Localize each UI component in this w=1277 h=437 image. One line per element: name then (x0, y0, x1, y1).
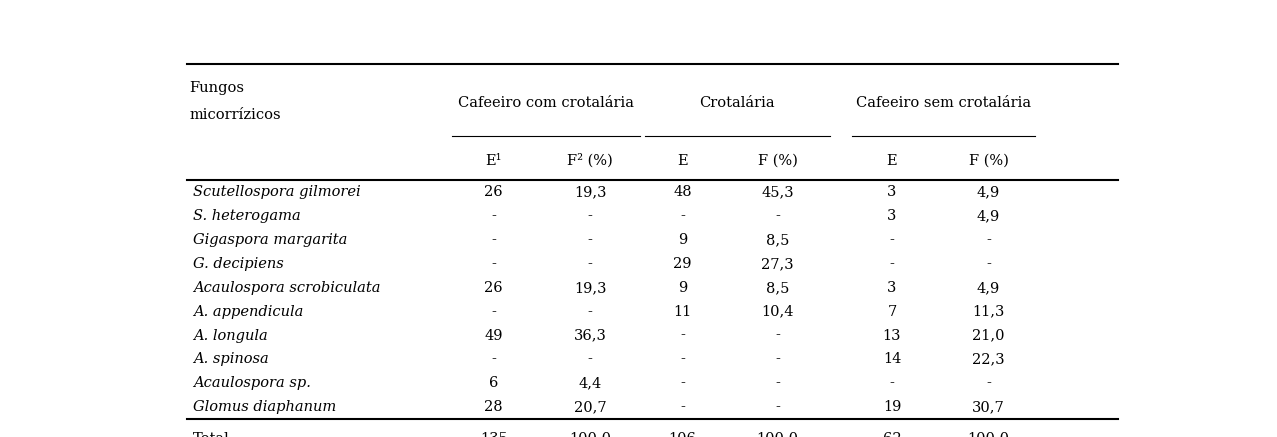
Text: 4,9: 4,9 (977, 209, 1000, 223)
Text: -: - (775, 400, 780, 414)
Text: Gigaspora margarita: Gigaspora margarita (193, 233, 347, 247)
Text: 4,4: 4,4 (578, 376, 601, 390)
Text: 9: 9 (678, 233, 687, 247)
Text: -: - (492, 233, 495, 247)
Text: -: - (681, 209, 684, 223)
Text: -: - (681, 376, 684, 390)
Text: 8,5: 8,5 (766, 233, 789, 247)
Text: Cafeeiro com crotalária: Cafeeiro com crotalária (457, 96, 633, 110)
Text: -: - (587, 305, 593, 319)
Text: F (%): F (%) (757, 154, 798, 168)
Text: 49: 49 (484, 329, 503, 343)
Text: -: - (492, 257, 495, 271)
Text: 30,7: 30,7 (972, 400, 1005, 414)
Text: E: E (677, 154, 688, 168)
Text: 19,3: 19,3 (573, 185, 607, 199)
Text: 20,7: 20,7 (573, 400, 607, 414)
Text: -: - (775, 376, 780, 390)
Text: Scutellospora gilmorei: Scutellospora gilmorei (193, 185, 361, 199)
Text: 9: 9 (678, 281, 687, 295)
Text: -: - (986, 233, 991, 247)
Text: -: - (775, 329, 780, 343)
Text: 48: 48 (673, 185, 692, 199)
Text: -: - (492, 353, 495, 367)
Text: 26: 26 (484, 281, 503, 295)
Text: 11: 11 (673, 305, 692, 319)
Text: Crotalária: Crotalária (700, 96, 775, 110)
Text: Total: Total (193, 432, 230, 437)
Text: -: - (775, 209, 780, 223)
Text: 19,3: 19,3 (573, 281, 607, 295)
Text: 100,0: 100,0 (757, 432, 798, 437)
Text: -: - (587, 257, 593, 271)
Text: 6: 6 (489, 376, 498, 390)
Text: 3: 3 (888, 185, 896, 199)
Text: -: - (986, 376, 991, 390)
Text: 7: 7 (888, 305, 896, 319)
Text: -: - (681, 329, 684, 343)
Text: Cafeeiro sem crotalária: Cafeeiro sem crotalária (857, 96, 1032, 110)
Text: 27,3: 27,3 (761, 257, 794, 271)
Text: -: - (587, 233, 593, 247)
Text: 100,0: 100,0 (570, 432, 612, 437)
Text: -: - (775, 353, 780, 367)
Text: Glomus diaphanum: Glomus diaphanum (193, 400, 337, 414)
Text: 3: 3 (888, 209, 896, 223)
Text: 19: 19 (882, 400, 902, 414)
Text: -: - (587, 353, 593, 367)
Text: micorrízicos: micorrízicos (189, 108, 281, 122)
Text: A. spinosa: A. spinosa (193, 353, 269, 367)
Text: -: - (492, 305, 495, 319)
Text: F (%): F (%) (968, 154, 1009, 168)
Text: 36,3: 36,3 (573, 329, 607, 343)
Text: 29: 29 (673, 257, 692, 271)
Text: S. heterogama: S. heterogama (193, 209, 301, 223)
Text: Acaulospora scrobiculata: Acaulospora scrobiculata (193, 281, 381, 295)
Text: E¹: E¹ (485, 154, 502, 168)
Text: 62: 62 (882, 432, 902, 437)
Text: 135: 135 (480, 432, 507, 437)
Text: -: - (492, 209, 495, 223)
Text: 45,3: 45,3 (761, 185, 794, 199)
Text: -: - (890, 257, 894, 271)
Text: 8,5: 8,5 (766, 281, 789, 295)
Text: G. decipiens: G. decipiens (193, 257, 283, 271)
Text: 10,4: 10,4 (761, 305, 794, 319)
Text: 4,9: 4,9 (977, 185, 1000, 199)
Text: -: - (890, 233, 894, 247)
Text: -: - (681, 353, 684, 367)
Text: F² (%): F² (%) (567, 154, 613, 168)
Text: Fungos: Fungos (189, 81, 244, 95)
Text: 26: 26 (484, 185, 503, 199)
Text: -: - (681, 400, 684, 414)
Text: Acaulospora sp.: Acaulospora sp. (193, 376, 312, 390)
Text: 13: 13 (882, 329, 902, 343)
Text: E: E (886, 154, 898, 168)
Text: 21,0: 21,0 (972, 329, 1005, 343)
Text: 4,9: 4,9 (977, 281, 1000, 295)
Text: 22,3: 22,3 (972, 353, 1005, 367)
Text: 106: 106 (669, 432, 697, 437)
Text: 28: 28 (484, 400, 503, 414)
Text: A. longula: A. longula (193, 329, 268, 343)
Text: A. appendicula: A. appendicula (193, 305, 304, 319)
Text: 100,0: 100,0 (968, 432, 1010, 437)
Text: 3: 3 (888, 281, 896, 295)
Text: -: - (587, 209, 593, 223)
Text: -: - (986, 257, 991, 271)
Text: -: - (890, 376, 894, 390)
Text: 14: 14 (882, 353, 902, 367)
Text: 11,3: 11,3 (972, 305, 1005, 319)
